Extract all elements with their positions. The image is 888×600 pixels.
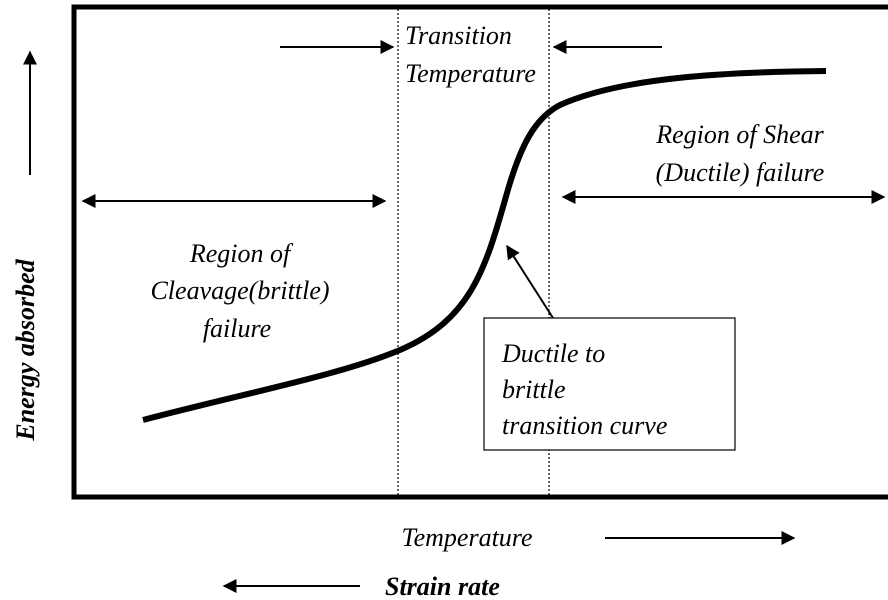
frame [71,4,888,500]
region-text: Region of [189,239,294,268]
region-text: failure [203,314,271,343]
callout-text: brittle [502,375,566,404]
region-text: (Ductile) failure [656,158,825,187]
callout-text: transition curve [502,411,667,440]
y-axis-label: Energy absorbed [11,258,40,441]
region-text: Cleavage(brittle) [150,276,329,305]
title-line: Transition [405,21,512,50]
callout-arrow [506,244,554,319]
title-line: Temperature [405,59,536,88]
region-text: Region of Shear [655,120,824,149]
callout-text: Ductile to [501,339,605,368]
x-axis-label-2: Strain rate [385,572,500,600]
x-axis-label: Temperature [402,523,533,552]
callout-box [483,317,736,451]
transition-curve [142,68,827,423]
